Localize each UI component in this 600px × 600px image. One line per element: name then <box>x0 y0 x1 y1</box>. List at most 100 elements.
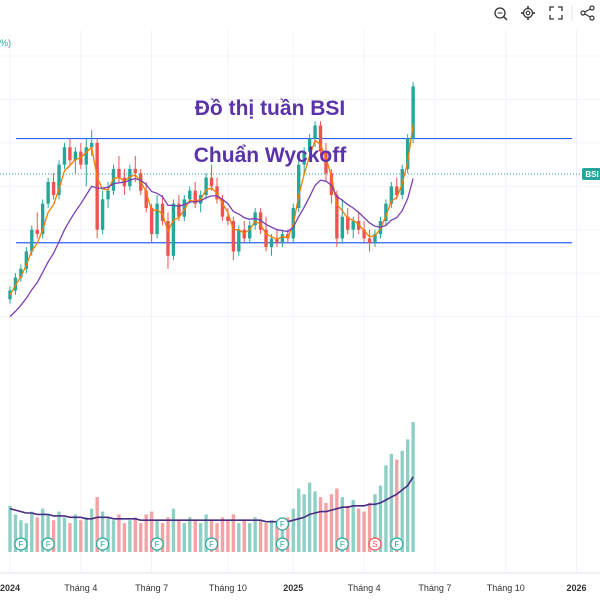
event-marker[interactable]: F <box>335 537 349 551</box>
volume-bar <box>307 482 312 552</box>
candle <box>84 138 88 187</box>
volume-bar <box>198 523 203 552</box>
volume-bar <box>40 508 45 552</box>
candle-body <box>35 229 39 235</box>
volume-bar <box>384 465 388 552</box>
share-icon[interactable] <box>580 5 595 21</box>
x-tick-label: Tháng 4 <box>348 583 381 593</box>
channel-lines <box>16 137 572 244</box>
event-marker-label: F <box>340 540 345 549</box>
volume-bar <box>171 508 176 552</box>
candle <box>209 164 214 191</box>
volume-bar <box>79 520 83 552</box>
toolbar <box>494 5 595 21</box>
candle-body <box>30 229 34 252</box>
candle <box>395 177 399 200</box>
volume-bar <box>356 508 361 552</box>
x-tick-label: 2026 <box>567 583 587 593</box>
volume-bar <box>90 508 94 552</box>
symbol-badge[interactable]: BSI <box>582 168 600 180</box>
ma-fast-line <box>9 124 414 296</box>
candle <box>384 199 388 226</box>
volume-bar <box>237 523 241 552</box>
settings-icon[interactable] <box>521 6 535 20</box>
event-marker-label: F <box>394 540 399 549</box>
volume-bar <box>51 520 56 552</box>
event-marker-label: F <box>209 540 214 549</box>
zoom-icon[interactable] <box>494 7 508 21</box>
volume-bar <box>177 520 181 552</box>
candle <box>62 142 67 169</box>
event-marker-circle <box>335 537 349 551</box>
event-marker[interactable]: F <box>275 537 289 551</box>
candle <box>302 147 306 174</box>
candle <box>215 177 219 204</box>
volume-bar <box>209 520 214 552</box>
volume-bars <box>8 422 415 552</box>
volume-bar <box>106 517 110 552</box>
volume-bar <box>253 517 257 552</box>
ma-slow-line <box>9 177 414 318</box>
volume-bar <box>117 514 121 552</box>
candle-body <box>242 229 246 239</box>
event-marker[interactable]: F <box>390 537 404 551</box>
candle-body <box>302 151 306 165</box>
volume-bar <box>324 502 328 552</box>
event-marker[interactable]: F <box>150 537 164 551</box>
candle-body <box>340 216 344 239</box>
volume-bar <box>73 514 78 552</box>
volume-bar <box>139 523 143 552</box>
candle <box>324 142 328 182</box>
volume-bar <box>405 439 410 552</box>
volume-bar <box>286 517 290 552</box>
candle <box>160 195 165 226</box>
x-tick-label: Tháng 7 <box>135 583 168 593</box>
candle-body <box>171 203 176 256</box>
candle-body <box>248 225 252 239</box>
volume-bar <box>335 488 339 552</box>
volume-bar <box>204 514 208 552</box>
event-marker[interactable]: S <box>368 537 382 551</box>
fullscreen-icon[interactable] <box>549 6 563 20</box>
candle-body <box>258 212 263 230</box>
event-marker[interactable]: F <box>14 537 28 551</box>
candle <box>155 195 159 239</box>
volume-bar <box>231 514 236 552</box>
event-marker[interactable]: F <box>96 537 110 551</box>
x-tick-label: Tháng 10 <box>209 583 247 593</box>
candle-body <box>90 142 94 148</box>
candle-body <box>100 199 105 230</box>
volume-bar <box>144 514 148 552</box>
volume-bar <box>340 497 344 552</box>
candle-body <box>351 221 355 230</box>
candle-body <box>177 203 181 217</box>
volume-bar <box>242 520 246 552</box>
volume-bar <box>280 520 285 552</box>
candle <box>318 121 323 156</box>
candles <box>8 82 415 304</box>
volume-bar <box>297 488 301 552</box>
candle-body <box>297 164 301 209</box>
volume-bar <box>329 494 334 552</box>
event-marker-circle <box>390 537 404 551</box>
candle-body <box>313 125 317 139</box>
event-marker[interactable]: F <box>204 537 219 551</box>
candle-body <box>384 203 388 222</box>
event-marker-label: F <box>280 520 285 529</box>
x-tick-label: Tháng 7 <box>418 583 451 593</box>
candle <box>362 221 366 243</box>
candle <box>367 229 372 252</box>
event-marker-circle <box>275 517 289 531</box>
candle-body <box>269 238 274 248</box>
volume-bar <box>84 517 88 552</box>
event-marker[interactable]: F <box>41 537 55 551</box>
event-marker-label: F <box>280 540 285 549</box>
candle-body <box>373 234 377 243</box>
event-marker-label: F <box>100 540 105 549</box>
event-marker-circle <box>150 537 164 551</box>
volume-bar <box>264 523 268 552</box>
event-marker[interactable]: F <box>275 517 289 531</box>
volume-bar <box>258 520 263 552</box>
candle <box>46 177 50 209</box>
